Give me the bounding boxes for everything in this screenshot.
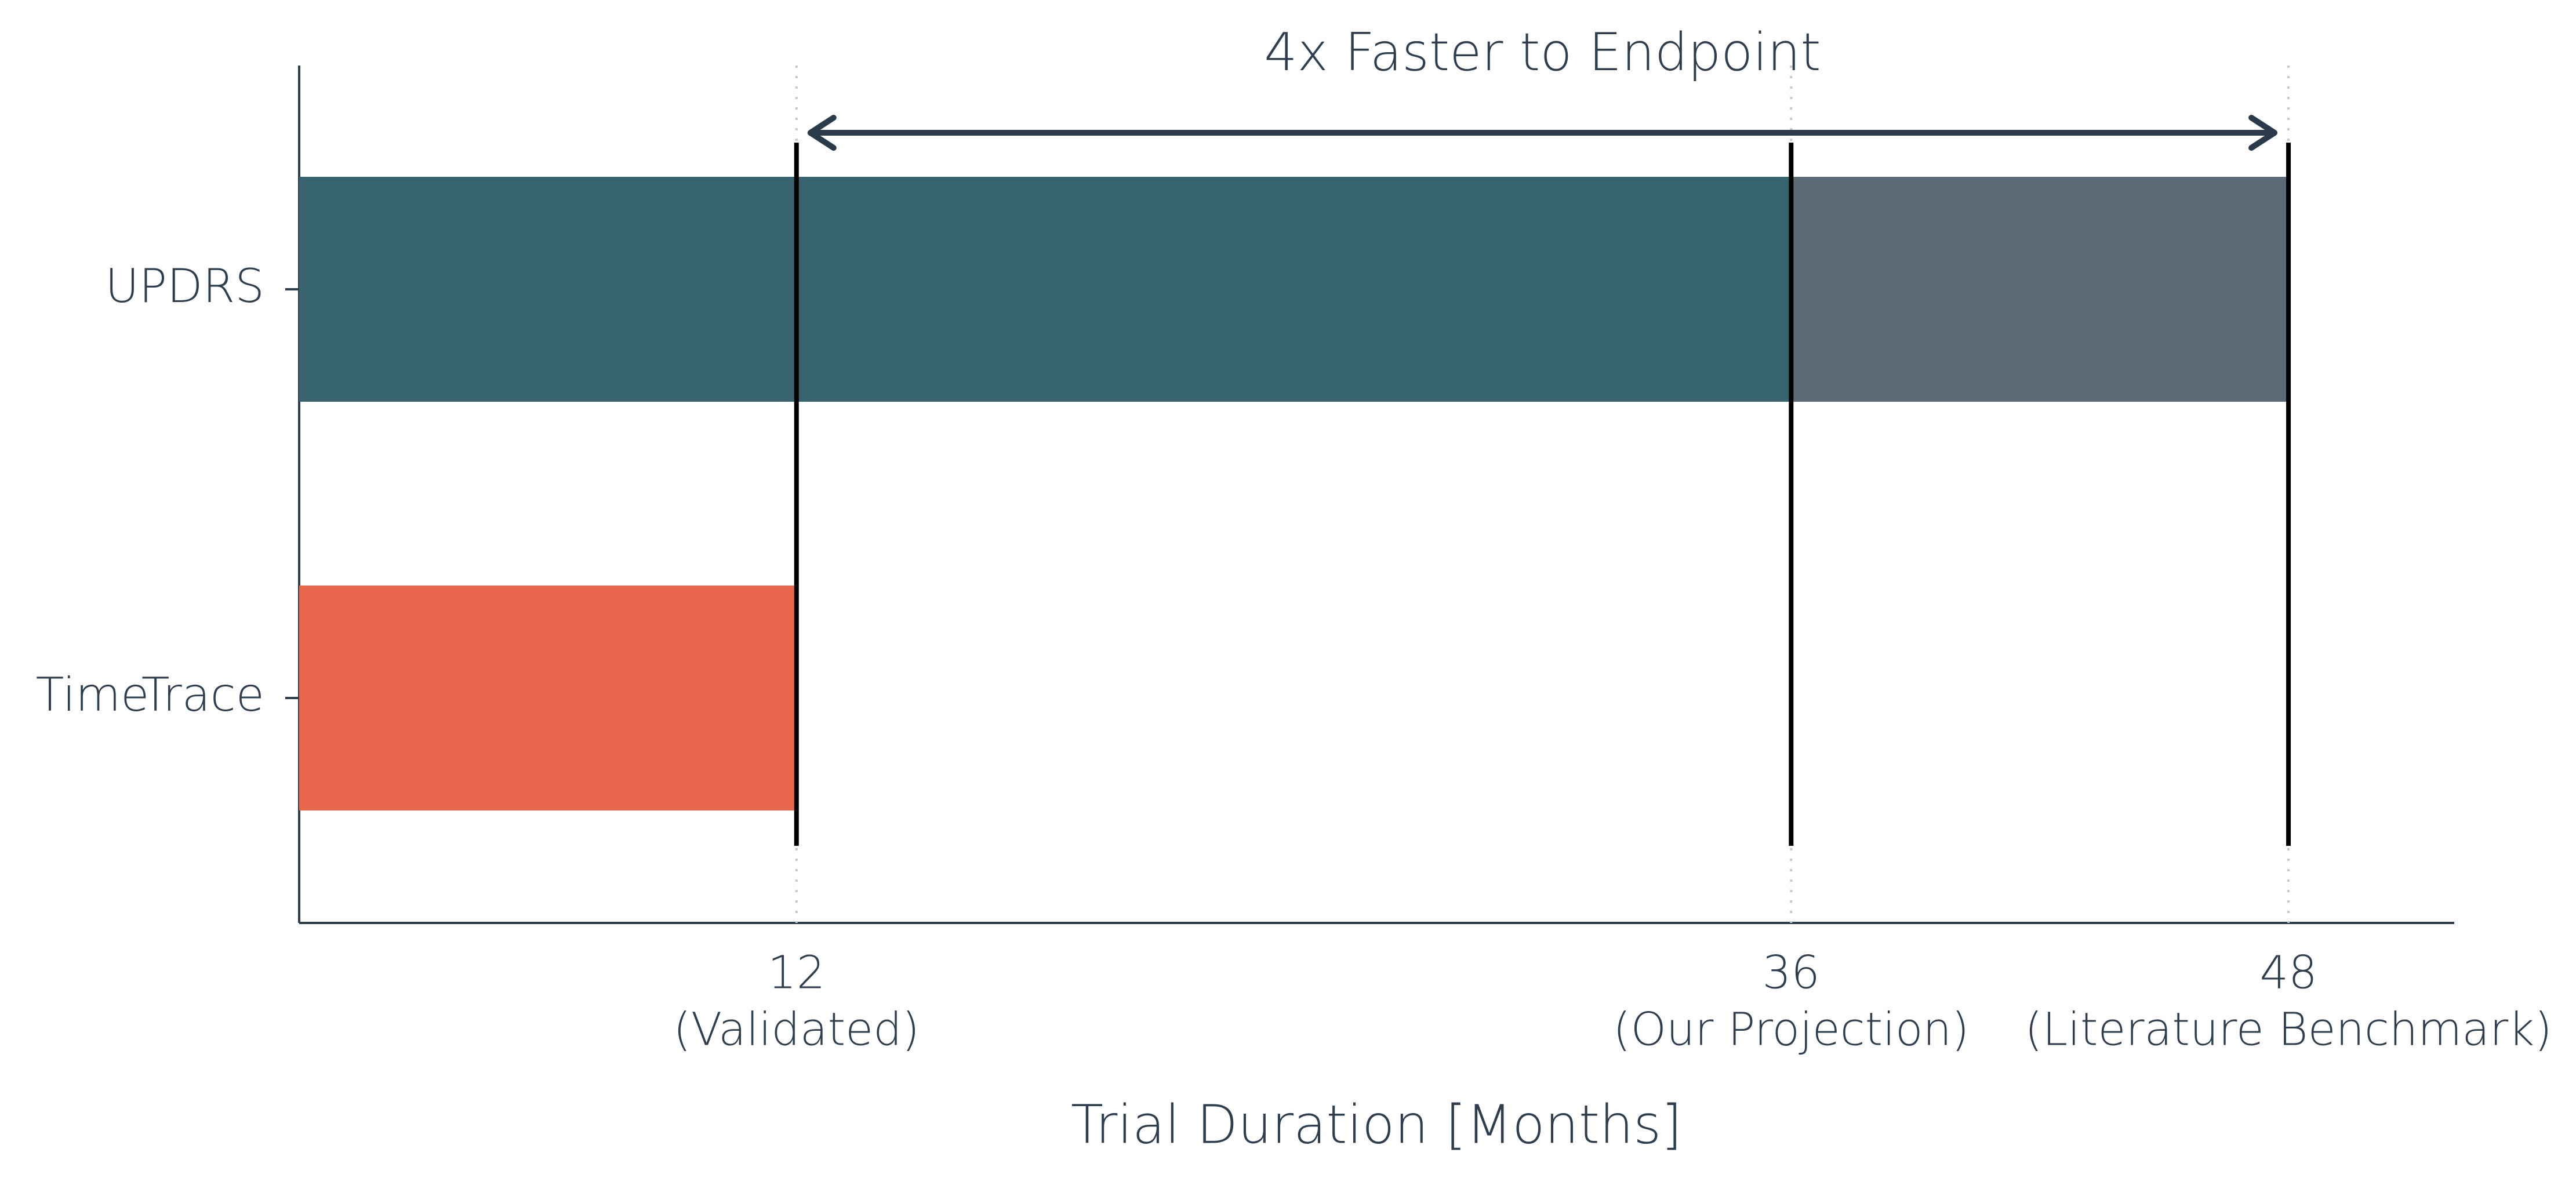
- y-tick-label: UPDRS: [105, 259, 264, 313]
- arrow-head: [2248, 115, 2278, 151]
- bar-segment: [299, 586, 797, 810]
- x-tick-label: 12: [768, 947, 825, 999]
- x-tick-label: 48: [2259, 947, 2317, 999]
- y-tick-label: TimeTrace: [36, 668, 264, 722]
- x-tick-note: (Our Projection): [1613, 1004, 1969, 1056]
- x-tick-note: (Literature Benchmark): [2025, 1004, 2552, 1056]
- x-tick-label: 36: [1763, 947, 1820, 999]
- arrow-head: [807, 115, 837, 151]
- x-tick-note: (Validated): [673, 1004, 920, 1056]
- arrow-label: 4x Faster to Endpoint: [1264, 22, 1821, 83]
- x-axis-title: Trial Duration [Months]: [1071, 1094, 1682, 1156]
- bar-segment: [299, 177, 1792, 402]
- bar-segment: [1791, 177, 2289, 402]
